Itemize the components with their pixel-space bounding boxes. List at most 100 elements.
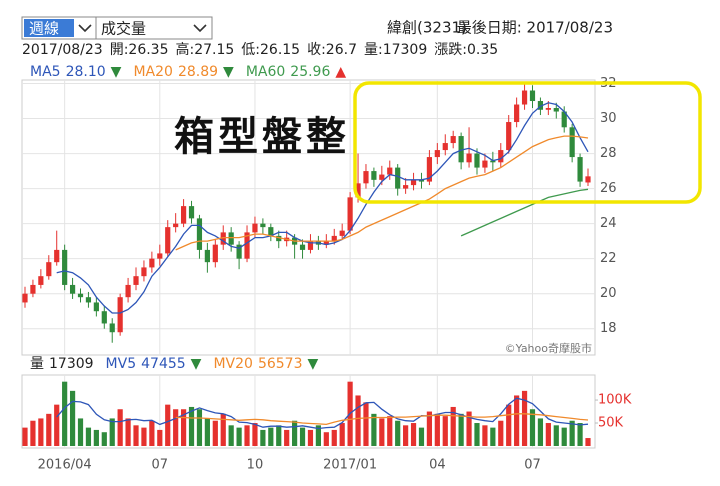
legend-text: 低:26.15 [241,42,300,58]
candle-body [125,284,131,298]
volume-bar [180,409,187,446]
y-tick-label: 26 [600,181,617,196]
candle-body [244,232,250,259]
candle-body [506,122,512,151]
candle-body [133,276,139,285]
ma-line [460,188,589,237]
candle-body [196,218,203,250]
candle-body [545,108,551,110]
legend-text: 漲跌:0.35 [434,42,498,58]
volume-bar [69,390,76,446]
indicator-select-text[interactable]: 成交量 [101,20,146,38]
annotation: 箱型盤整 [174,113,350,160]
highlight-box [353,81,702,204]
x-tick-label: 07 [152,458,169,473]
candle-body [165,227,171,254]
volume-bar [62,381,68,446]
dropdown-chevron[interactable] [193,24,207,33]
candle-body [268,227,274,236]
candle-body [410,179,417,186]
volume-bar [173,409,179,446]
y-tick-label: 18 [600,321,617,336]
dropdown-chevron[interactable] [78,24,92,33]
y-tick-label: 20 [600,286,617,301]
legend-text: ▼ [111,64,122,80]
volume-bar [490,427,496,446]
candle-body [355,183,361,198]
candle-body [363,171,369,184]
volume-bar [529,409,536,446]
y-tick-label: 24 [600,216,617,231]
candle-body [379,174,385,180]
candle-body [482,160,488,168]
volume-bar [30,420,36,446]
candle-body [54,249,60,263]
y-tick-label: 30 [600,111,617,126]
volume-bar [331,429,337,446]
candle-body [276,235,282,242]
ma-legend: MA5 28.10 ▼ MA20 28.89 ▼ MA60 25.96 ▲ [30,64,346,80]
volume-bar [569,420,575,446]
volume-bar [371,413,377,446]
volume-panel [21,374,596,449]
candle-body [180,206,187,224]
volume-bar [482,425,488,446]
volume-legend: 量 17309 MV5 47455 ▼ MV20 56573 ▼ [30,356,318,372]
candle-body [474,153,480,168]
legend-text: ▼ [191,356,202,372]
volume-bar [466,411,472,446]
volume-bar [93,429,99,446]
volume-bar [54,404,60,446]
indicator-select[interactable] [95,16,213,40]
candle-body [403,185,409,189]
volume-bar [450,406,456,446]
volume-bar [133,425,139,446]
watermark: ©Yahoo奇摩股市 [505,341,592,355]
volume-bar [252,423,258,446]
volume-bar [553,425,559,446]
volume-bar [276,425,282,446]
candle-body [149,258,155,268]
y-tick-label: 28 [600,146,617,161]
candle-body [46,262,52,277]
candle-body [109,323,115,333]
quote-info: 2017/08/23 開:26.35 高:27.15 低:26.15 收:26.7 量:1… [22,41,498,58]
y-tick-label: 50K [598,416,624,431]
x-tick-label: 10 [247,458,264,473]
candle-body [371,171,377,180]
legend-text: 47455 [141,356,186,372]
volume-bar [149,420,155,446]
volume-bar [165,404,171,446]
volume-bar [268,427,274,446]
period-select-text[interactable]: 週線 [29,20,59,38]
legend-text: 量:17309 [364,42,427,58]
volume-bar [561,427,567,446]
volume-bar [395,420,401,446]
volume-bar [418,427,425,446]
volume-bar [379,418,385,446]
legend-text: 高:27.15 [176,41,235,58]
candle-body [204,249,210,263]
volume-bar [410,423,417,446]
candle-body [30,284,36,294]
candle-body [22,293,28,303]
x-tick-label: 04 [429,458,446,473]
volume-bar [363,402,369,446]
candle-body [418,179,425,182]
price-panel [21,79,596,356]
volume-bar [220,413,226,446]
legend-text: 28.10 [66,64,106,80]
candle-body [498,150,504,163]
volume-bar [299,427,306,446]
volume-bar [585,438,591,446]
candle-body [466,153,472,163]
candle-body [395,167,401,189]
volume-bar [442,416,448,446]
candle-body [521,90,528,105]
volume-bar [141,427,147,446]
legend-text: 量 [30,356,44,372]
candle-body [490,160,496,163]
legend-text: 56573 [258,356,303,372]
volume-bar [212,420,218,446]
candle-body [77,293,84,298]
